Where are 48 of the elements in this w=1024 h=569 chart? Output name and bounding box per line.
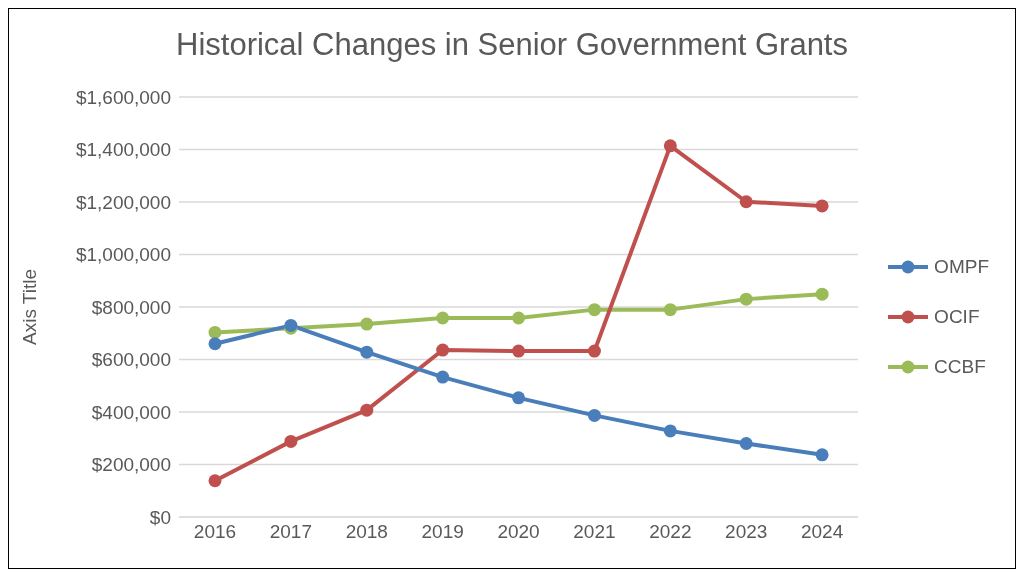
- point: [663, 424, 677, 438]
- point: [208, 337, 222, 351]
- x-tick-label: 2023: [725, 521, 768, 543]
- y-tick-label: $600,000: [91, 349, 171, 371]
- point: [815, 448, 829, 462]
- point: [739, 195, 753, 209]
- point: [436, 343, 450, 357]
- point: [360, 345, 374, 359]
- x-tick-label: 2024: [800, 521, 844, 543]
- point: [663, 303, 677, 317]
- x-tick-label: 2018: [345, 521, 388, 543]
- x-tick-label: 2016: [193, 521, 237, 543]
- point: [512, 311, 526, 325]
- point: [436, 370, 450, 384]
- point: [663, 139, 677, 153]
- point: [208, 325, 222, 339]
- point: [208, 474, 222, 488]
- x-tick-label: 2021: [573, 521, 616, 543]
- x-tick-label: 2017: [269, 521, 313, 543]
- chart-title: Historical Changes in Senior Government Grants: [175, 27, 849, 64]
- point: [360, 403, 374, 417]
- point: [512, 391, 526, 405]
- x-tick-label: 2019: [421, 521, 464, 543]
- y-tick-label: $200,000: [91, 454, 171, 476]
- legend-label: CCBF: [934, 355, 986, 379]
- point: [360, 317, 374, 331]
- legend-label: OCIF: [934, 305, 980, 329]
- point: [587, 303, 601, 317]
- point: [587, 408, 601, 422]
- point: [512, 344, 526, 358]
- point: [284, 434, 298, 448]
- y-tick-label: $1,200,000: [75, 191, 171, 213]
- x-tick-label: 2022: [649, 521, 692, 543]
- y-tick-label: $1,400,000: [75, 139, 171, 161]
- y-tick-label: $400,000: [91, 401, 171, 423]
- x-tick-label: 2020: [497, 521, 540, 543]
- y-axis-title: Axis Title: [18, 268, 40, 346]
- y-tick-label: $800,000: [91, 296, 171, 318]
- y-tick-label: $0: [149, 506, 171, 528]
- point: [436, 311, 450, 325]
- point: [739, 437, 753, 450]
- point: [739, 292, 753, 306]
- y-tick-label: $1,600,000: [75, 86, 171, 108]
- point: [815, 287, 829, 301]
- point: [815, 199, 829, 213]
- point: [587, 344, 601, 358]
- legend-label: OMPF: [934, 255, 989, 279]
- y-tick-label: $1,000,000: [75, 244, 171, 266]
